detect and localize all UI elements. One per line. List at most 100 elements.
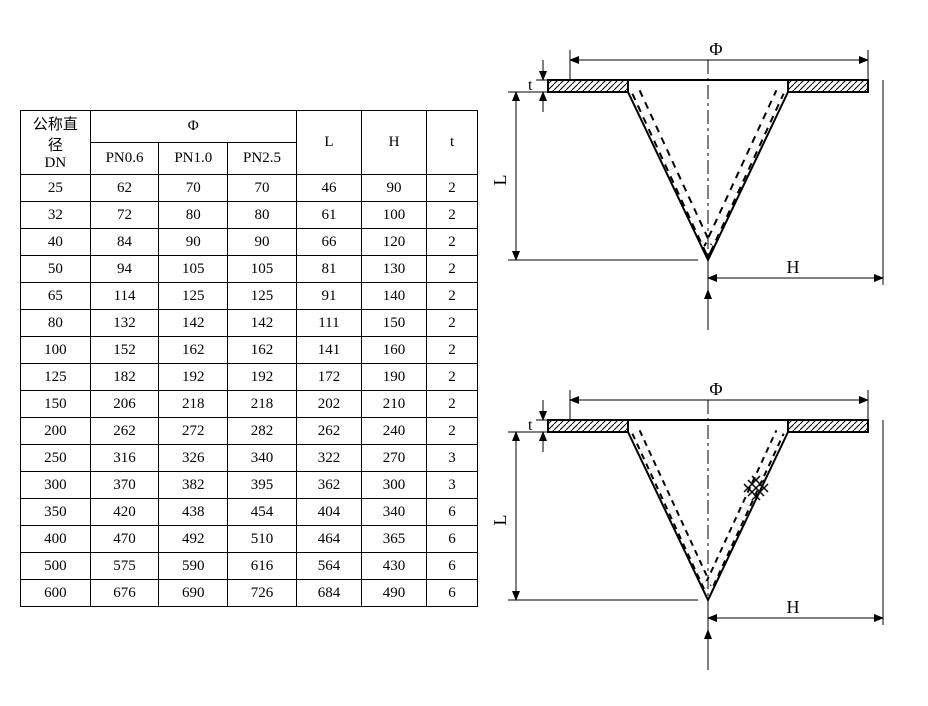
- cell-dn: 125: [21, 364, 91, 391]
- dim-phi-label: Φ: [709, 39, 722, 59]
- table-row: 65114125125911402: [21, 283, 478, 310]
- cell-p25: 218: [228, 391, 297, 418]
- cell-p10: 492: [159, 526, 228, 553]
- cell-p25: 340: [228, 445, 297, 472]
- cell-p10: 192: [159, 364, 228, 391]
- cell-p06: 84: [90, 229, 159, 256]
- dim-H-label: H: [787, 257, 800, 277]
- cell-H: 130: [361, 256, 426, 283]
- cell-p10: 382: [159, 472, 228, 499]
- table-row: 1502062182182022102: [21, 391, 478, 418]
- cell-t: 2: [427, 229, 478, 256]
- header-pn25: PN2.5: [228, 143, 297, 175]
- cell-t: 6: [427, 526, 478, 553]
- cell-t: 2: [427, 337, 478, 364]
- cell-L: 61: [296, 202, 361, 229]
- cell-L: 46: [296, 175, 361, 202]
- cell-t: 6: [427, 499, 478, 526]
- cell-p10: 125: [159, 283, 228, 310]
- cell-H: 490: [361, 580, 426, 607]
- cell-dn: 500: [21, 553, 91, 580]
- cell-p10: 218: [159, 391, 228, 418]
- dim-L-label: L: [490, 515, 510, 526]
- table-row: 801321421421111502: [21, 310, 478, 337]
- cell-p25: 162: [228, 337, 297, 364]
- table-row: 5094105105811302: [21, 256, 478, 283]
- cell-L: 322: [296, 445, 361, 472]
- diagram-column: Φ t L H: [488, 30, 908, 680]
- cell-L: 111: [296, 310, 361, 337]
- header-L: L: [296, 111, 361, 175]
- cell-t: 3: [427, 445, 478, 472]
- cell-dn: 40: [21, 229, 91, 256]
- cell-p06: 262: [90, 418, 159, 445]
- header-dn-line1: 公称直径: [33, 117, 78, 154]
- cell-H: 365: [361, 526, 426, 553]
- cell-L: 66: [296, 229, 361, 256]
- header-t: t: [427, 111, 478, 175]
- table-row: 32728080611002: [21, 202, 478, 229]
- header-phi: Φ: [90, 111, 296, 143]
- flange-right: [788, 80, 868, 92]
- cell-H: 100: [361, 202, 426, 229]
- dim-t-label: t: [528, 77, 533, 94]
- cell-p25: 142: [228, 310, 297, 337]
- table-row: 5005755906165644306: [21, 553, 478, 580]
- cell-H: 140: [361, 283, 426, 310]
- cell-L: 262: [296, 418, 361, 445]
- table-row: 3504204384544043406: [21, 499, 478, 526]
- cell-t: 2: [427, 364, 478, 391]
- cell-L: 564: [296, 553, 361, 580]
- cell-t: 6: [427, 553, 478, 580]
- cell-H: 240: [361, 418, 426, 445]
- cell-H: 160: [361, 337, 426, 364]
- cell-p25: 510: [228, 526, 297, 553]
- cell-dn: 65: [21, 283, 91, 310]
- cell-t: 2: [427, 391, 478, 418]
- cell-t: 2: [427, 256, 478, 283]
- cell-p25: 726: [228, 580, 297, 607]
- cell-p10: 142: [159, 310, 228, 337]
- cell-p10: 105: [159, 256, 228, 283]
- cell-p06: 62: [90, 175, 159, 202]
- cell-p10: 70: [159, 175, 228, 202]
- dimension-table-container: 公称直径 DN Φ L H t PN0.6 PN1.0 PN2.5 256270…: [20, 110, 478, 607]
- table-row: 2002622722822622402: [21, 418, 478, 445]
- cell-p06: 370: [90, 472, 159, 499]
- cell-p10: 326: [159, 445, 228, 472]
- cell-H: 340: [361, 499, 426, 526]
- cell-dn: 250: [21, 445, 91, 472]
- dim-L-label: L: [490, 175, 510, 186]
- cell-dn: 100: [21, 337, 91, 364]
- cell-H: 120: [361, 229, 426, 256]
- cell-H: 150: [361, 310, 426, 337]
- cell-p06: 152: [90, 337, 159, 364]
- cell-L: 404: [296, 499, 361, 526]
- cell-H: 300: [361, 472, 426, 499]
- table-row: 4004704925104643656: [21, 526, 478, 553]
- cell-dn: 400: [21, 526, 91, 553]
- cell-p10: 690: [159, 580, 228, 607]
- cell-p06: 206: [90, 391, 159, 418]
- cell-H: 210: [361, 391, 426, 418]
- cell-p25: 125: [228, 283, 297, 310]
- dim-phi-label: Φ: [709, 379, 722, 399]
- cell-p06: 676: [90, 580, 159, 607]
- cell-t: 2: [427, 283, 478, 310]
- cell-t: 6: [427, 580, 478, 607]
- cell-p10: 90: [159, 229, 228, 256]
- cell-dn: 600: [21, 580, 91, 607]
- diagram-top: Φ t L H: [488, 30, 908, 340]
- cell-p25: 90: [228, 229, 297, 256]
- cell-H: 270: [361, 445, 426, 472]
- cell-p25: 395: [228, 472, 297, 499]
- cell-p25: 70: [228, 175, 297, 202]
- cell-H: 190: [361, 364, 426, 391]
- cell-p06: 72: [90, 202, 159, 229]
- header-pn10: PN1.0: [159, 143, 228, 175]
- flange-left: [548, 80, 628, 92]
- cell-p06: 182: [90, 364, 159, 391]
- cell-L: 81: [296, 256, 361, 283]
- table-row: 40849090661202: [21, 229, 478, 256]
- cell-t: 3: [427, 472, 478, 499]
